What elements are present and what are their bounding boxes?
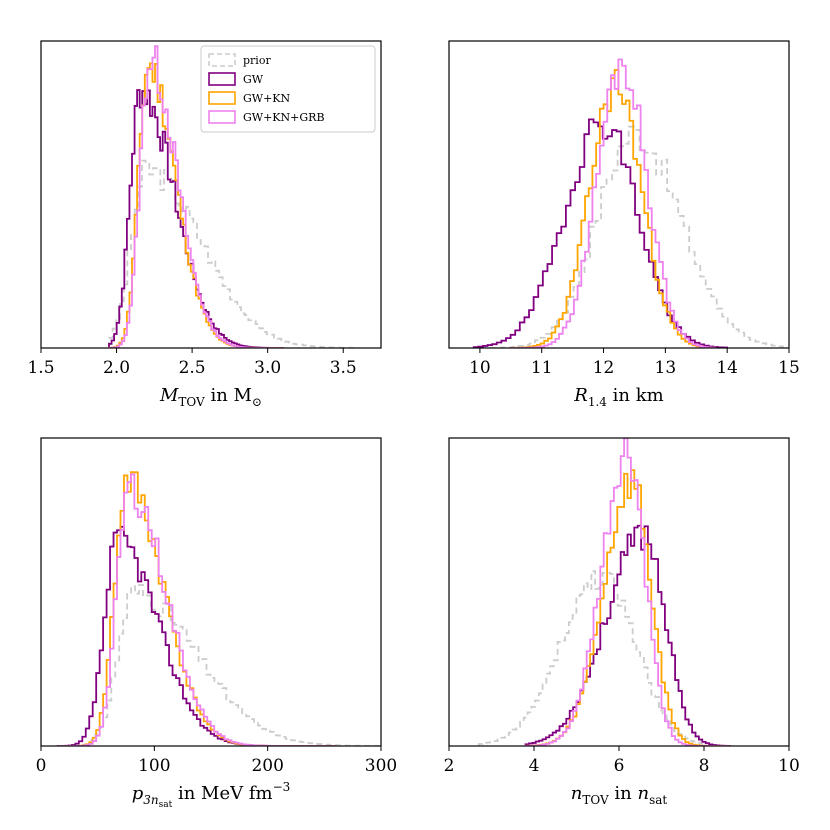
legend-label: GW+KN+GRB — [243, 111, 325, 124]
x-tick-label: 6 — [614, 756, 625, 776]
legend-swatch — [208, 91, 236, 105]
axes-frame — [448, 437, 790, 747]
x-tick-label: 2.5 — [179, 358, 206, 378]
series-prior — [62, 584, 381, 746]
x-tick-label: 15 — [778, 358, 800, 378]
axes-frame — [40, 40, 382, 349]
axes-frame — [40, 437, 382, 747]
x-tick-label: 100 — [138, 756, 170, 776]
series-gw-kn-grb — [524, 438, 730, 746]
x-tick-label: 3.5 — [330, 358, 357, 378]
legend-label: prior — [243, 54, 271, 67]
x-tick-label: 2 — [444, 756, 455, 776]
series-gw-kn-grb — [58, 473, 336, 746]
x-axis-label: p3nsat in MeV fm−3 — [132, 780, 291, 810]
x-tick-label: 13 — [655, 358, 677, 378]
legend: prior GW GW+KN GW+KN+GRB — [200, 45, 376, 133]
panel-ntov: 2 4 6 8 10 nTOV in nsat — [444, 437, 800, 807]
x-tick-label: 200 — [251, 756, 283, 776]
x-tick-label: 1.5 — [27, 358, 54, 378]
x-tick-label: 14 — [716, 358, 738, 378]
series-prior — [479, 125, 784, 348]
series-prior — [477, 570, 705, 746]
x-tick-label: 11 — [531, 358, 553, 378]
series-gw-kn — [509, 69, 716, 348]
x-tick-label: 300 — [365, 756, 397, 776]
legend-label: GW+KN — [243, 92, 291, 105]
x-tick-label: 2.0 — [103, 358, 130, 378]
panel-mtov: 1.5 2.0 2.5 3.0 3.5 MTOV in M⊙ prior GW GW+KN GW+… — [27, 40, 382, 409]
x-tick-label: 4 — [529, 756, 540, 776]
x-tick-label: 12 — [593, 358, 615, 378]
axes-frame — [448, 40, 790, 349]
x-axis-label: MTOV in M⊙ — [159, 385, 262, 409]
x-axis-label: nTOV in nsat — [571, 783, 668, 807]
x-tick-label: 10 — [469, 358, 491, 378]
legend-label: GW — [243, 73, 264, 86]
x-tick-label: 10 — [778, 756, 800, 776]
x-axis-label: R1.4 in km — [573, 385, 663, 409]
legend-swatch — [208, 72, 236, 86]
x-tick-label: 8 — [699, 756, 710, 776]
series-gw-kn-grb — [509, 58, 716, 348]
legend-swatch — [208, 53, 236, 67]
x-tick-label: 3.0 — [254, 358, 281, 378]
series-gw — [524, 524, 731, 746]
x-tick-label: 0 — [36, 756, 47, 776]
plot-area — [57, 471, 381, 746]
series-gw-kn — [524, 469, 730, 746]
panel-r14: 10 11 12 13 14 15 R1.4 in km — [448, 40, 800, 409]
plot-area — [477, 438, 731, 746]
panel-p3nsat: 0 100 200 300 p3nsat in MeV fm−3 — [36, 437, 397, 810]
legend-box — [200, 45, 376, 133]
series-prior — [108, 159, 360, 348]
legend-swatch — [208, 110, 236, 124]
plot-area — [472, 58, 784, 348]
